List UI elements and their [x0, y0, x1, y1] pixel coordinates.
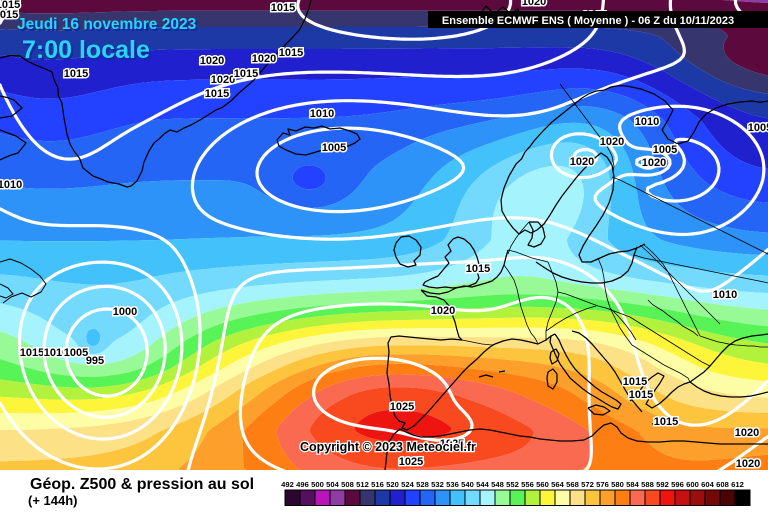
- svg-text:1020: 1020: [600, 136, 624, 148]
- svg-text:572: 572: [581, 480, 594, 489]
- svg-text:524: 524: [401, 480, 414, 489]
- svg-text:504: 504: [326, 480, 339, 489]
- svg-text:1025: 1025: [440, 438, 464, 450]
- svg-text:552: 552: [506, 480, 519, 489]
- svg-text:588: 588: [641, 480, 654, 489]
- svg-text:532: 532: [431, 480, 444, 489]
- svg-text:1010: 1010: [713, 289, 737, 301]
- svg-text:1020: 1020: [252, 53, 276, 65]
- svg-text:580: 580: [611, 480, 624, 489]
- svg-text:1020: 1020: [431, 305, 455, 317]
- svg-text:Copyright © 2023 Meteociel.fr: Copyright © 2023 Meteociel.fr: [300, 440, 476, 454]
- svg-text:612: 612: [731, 480, 744, 489]
- svg-text:508: 508: [341, 480, 354, 489]
- svg-text:1020: 1020: [735, 427, 759, 439]
- svg-text:Jeudi 16 novembre 2023: Jeudi 16 novembre 2023: [17, 16, 197, 33]
- svg-text:600: 600: [686, 480, 699, 489]
- svg-text:500: 500: [311, 480, 324, 489]
- svg-text:576: 576: [596, 480, 609, 489]
- svg-text:1015: 1015: [234, 68, 258, 80]
- svg-text:1010: 1010: [0, 179, 22, 191]
- svg-text:(+ 144h): (+ 144h): [28, 493, 78, 508]
- svg-text:1015: 1015: [654, 416, 678, 428]
- svg-text:596: 596: [671, 480, 684, 489]
- svg-text:995: 995: [86, 355, 104, 367]
- svg-text:520: 520: [386, 480, 399, 489]
- svg-text:Géop. Z500 & pression au sol: Géop. Z500 & pression au sol: [30, 476, 254, 493]
- svg-text:1015: 1015: [629, 389, 653, 401]
- svg-text:1005: 1005: [748, 122, 768, 134]
- svg-text:1015: 1015: [0, 0, 20, 11]
- svg-text:608: 608: [716, 480, 729, 489]
- svg-text:1010: 1010: [44, 347, 68, 359]
- svg-text:1015: 1015: [623, 376, 647, 388]
- svg-text:Ensemble ECMWF ENS ( Moyenne: Ensemble ECMWF ENS ( Moyenne ) - 06 Z du…: [442, 15, 734, 27]
- svg-text:492: 492: [281, 480, 294, 489]
- svg-text:1015: 1015: [466, 263, 490, 275]
- svg-text:Jeudi 16 novembre 2023: Jeudi 16 novembre 2023: [19, 18, 199, 35]
- svg-text:1015: 1015: [20, 347, 44, 359]
- svg-text:548: 548: [491, 480, 504, 489]
- svg-text:556: 556: [521, 480, 534, 489]
- svg-text:1025: 1025: [390, 401, 414, 413]
- svg-text:1015: 1015: [0, 9, 18, 21]
- svg-text:540: 540: [461, 480, 474, 489]
- svg-text:528: 528: [416, 480, 429, 489]
- svg-text:536: 536: [446, 480, 459, 489]
- svg-text:604: 604: [701, 480, 714, 489]
- svg-text:7:00 locale: 7:00 locale: [22, 36, 150, 64]
- svg-text:592: 592: [656, 480, 669, 489]
- svg-text:1020: 1020: [522, 0, 546, 8]
- svg-text:1000: 1000: [113, 306, 137, 318]
- svg-text:496: 496: [296, 480, 309, 489]
- svg-text:1020: 1020: [200, 55, 224, 67]
- svg-text:560: 560: [536, 480, 549, 489]
- svg-text:516: 516: [371, 480, 384, 489]
- svg-text:1015: 1015: [64, 68, 88, 80]
- svg-text:1015: 1015: [205, 88, 229, 100]
- svg-text:564: 564: [551, 480, 564, 489]
- svg-text:1005: 1005: [322, 142, 346, 154]
- svg-text:544: 544: [476, 480, 489, 489]
- svg-text:1005: 1005: [64, 347, 88, 359]
- svg-text:1005: 1005: [653, 144, 677, 156]
- svg-text:512: 512: [356, 480, 369, 489]
- svg-text:1015: 1015: [271, 2, 295, 14]
- svg-text:1015: 1015: [279, 47, 303, 59]
- svg-text:1010: 1010: [635, 116, 659, 128]
- svg-text:1025: 1025: [399, 456, 423, 468]
- svg-text:1020: 1020: [570, 156, 594, 168]
- svg-text:1020: 1020: [642, 157, 666, 169]
- svg-text:568: 568: [566, 480, 579, 489]
- svg-text:584: 584: [626, 480, 639, 489]
- svg-text:1020: 1020: [211, 74, 235, 86]
- svg-text:1020: 1020: [736, 458, 760, 470]
- svg-text:7:00 locale: 7:00 locale: [24, 38, 152, 66]
- svg-text:1010: 1010: [310, 108, 334, 120]
